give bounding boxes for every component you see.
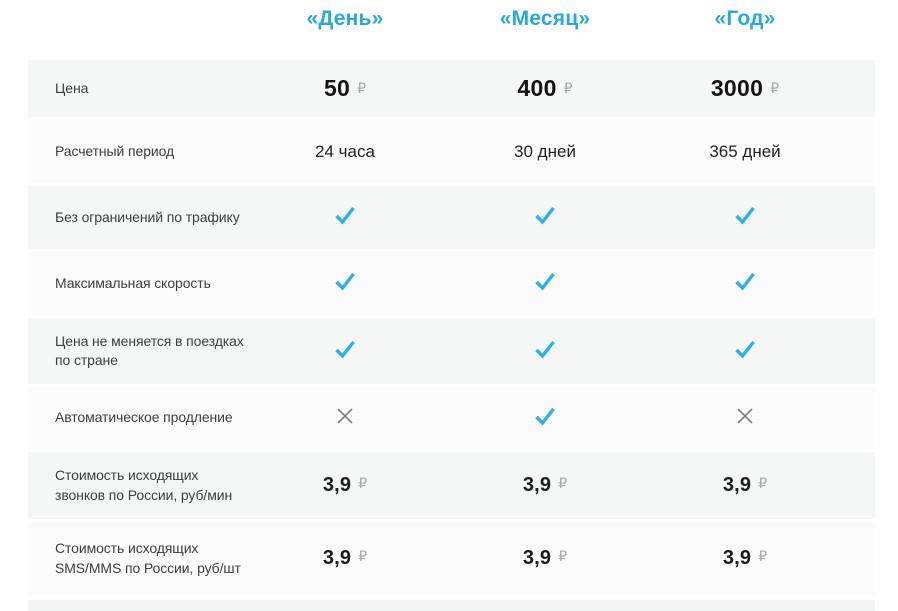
row-label: Цена не меняется в поездках по стране: [55, 332, 244, 368]
price-value: 3,9: [322, 474, 352, 496]
row-value-cell: 3,9 ₽: [645, 547, 845, 570]
plan-column-header-day: «День»: [306, 7, 384, 30]
check-icon: [533, 271, 557, 291]
row-value-cell: 3000 ₽: [645, 75, 845, 102]
text-value: 24 часа: [315, 141, 375, 161]
row-value-cell: [445, 271, 645, 296]
table-row: Цена не меняется в поездках по стране: [28, 318, 875, 384]
ruble-sign: ₽: [563, 81, 573, 97]
cross-icon: [736, 407, 754, 425]
price-value: 3000: [710, 75, 764, 101]
check-icon: [733, 339, 757, 359]
row-value-cell: 400 ₽: [445, 75, 645, 102]
table-row: Цена 50 ₽400 ₽3000 ₽: [28, 60, 875, 117]
row-value-cell: [645, 339, 845, 364]
row-value-cell: [445, 339, 645, 364]
row-value-cell: [445, 406, 645, 431]
table-body: Цена 50 ₽400 ₽3000 ₽ Расчетный период 24 часа 3…: [28, 60, 875, 595]
price-value: 400: [517, 75, 557, 101]
text-value: 365 дней: [709, 141, 781, 161]
row-value-cell: [445, 205, 645, 230]
check-icon: [733, 271, 757, 291]
row-value-cell: 50 ₽: [245, 75, 445, 102]
row-label: Стоимость исходящих звонков по России, р…: [55, 467, 233, 503]
price-value: 50: [323, 75, 351, 101]
row-label: Расчетный период: [55, 142, 175, 159]
row-value-cell: 30 дней: [445, 142, 645, 162]
row-value-cell: [645, 205, 845, 230]
check-icon: [533, 205, 557, 225]
row-value-cell: 3,9 ₽: [645, 474, 845, 497]
price-value: 3,9: [522, 474, 552, 496]
ruble-sign: ₽: [770, 81, 780, 97]
row-value-cell: 3,9 ₽: [245, 547, 445, 570]
row-value-cell: [245, 205, 445, 230]
ruble-sign: ₽: [558, 476, 568, 492]
table-row: Автоматическое продление: [28, 387, 875, 449]
text-value: 30 дней: [514, 141, 576, 161]
check-icon: [533, 406, 557, 426]
table-row: Без ограничений по трафику: [28, 186, 875, 249]
table-header-row: «День» «Месяц» «Год»: [28, 0, 875, 60]
row-value-cell: 3,9 ₽: [245, 474, 445, 497]
row-value-cell: 3,9 ₽: [445, 547, 645, 570]
check-icon: [333, 271, 357, 291]
check-icon: [333, 339, 357, 359]
row-label: Максимальная скорость: [55, 274, 211, 291]
check-icon: [533, 339, 557, 359]
ruble-sign: ₽: [358, 476, 368, 492]
table-row: Стоимость исходящих SMS/MMS по России, р…: [28, 522, 875, 595]
row-label: Стоимость исходящих SMS/MMS по России, р…: [55, 540, 241, 576]
row-value-cell: 365 дней: [645, 142, 845, 162]
cross-icon: [336, 407, 354, 425]
price-value: 3,9: [322, 547, 352, 569]
ruble-sign: ₽: [758, 549, 768, 565]
price-value: 3,9: [722, 474, 752, 496]
table-row: Расчетный период 24 часа 30 дней 365 дней: [28, 120, 875, 183]
plan-column-header-year: «Год»: [714, 7, 776, 30]
check-icon: [333, 205, 357, 225]
table-row: Стоимость исходящих звонков по России, р…: [28, 452, 875, 519]
ruble-sign: ₽: [358, 549, 368, 565]
row-value-cell: 3,9 ₽: [445, 474, 645, 497]
row-value-cell: [245, 271, 445, 296]
row-label: Цена: [55, 79, 89, 96]
row-label: Без ограничений по трафику: [55, 208, 240, 225]
row-value-cell: 24 часа: [245, 142, 445, 162]
table-bottom-divider: [28, 600, 875, 611]
ruble-sign: ₽: [558, 549, 568, 565]
plan-column-header-month: «Месяц»: [499, 7, 591, 30]
ruble-sign: ₽: [758, 476, 768, 492]
row-label: Автоматическое продление: [55, 409, 233, 426]
row-value-cell: [645, 407, 845, 430]
ruble-sign: ₽: [357, 81, 367, 97]
row-value-cell: [245, 407, 445, 430]
row-value-cell: [645, 271, 845, 296]
price-value: 3,9: [522, 547, 552, 569]
price-value: 3,9: [722, 547, 752, 569]
tariff-comparison-table: «День» «Месяц» «Год» Цена 50 ₽400 ₽3000 ₽ Рас…: [28, 0, 875, 598]
table-row: Максимальная скорость: [28, 252, 875, 315]
check-icon: [733, 205, 757, 225]
row-value-cell: [245, 339, 445, 364]
